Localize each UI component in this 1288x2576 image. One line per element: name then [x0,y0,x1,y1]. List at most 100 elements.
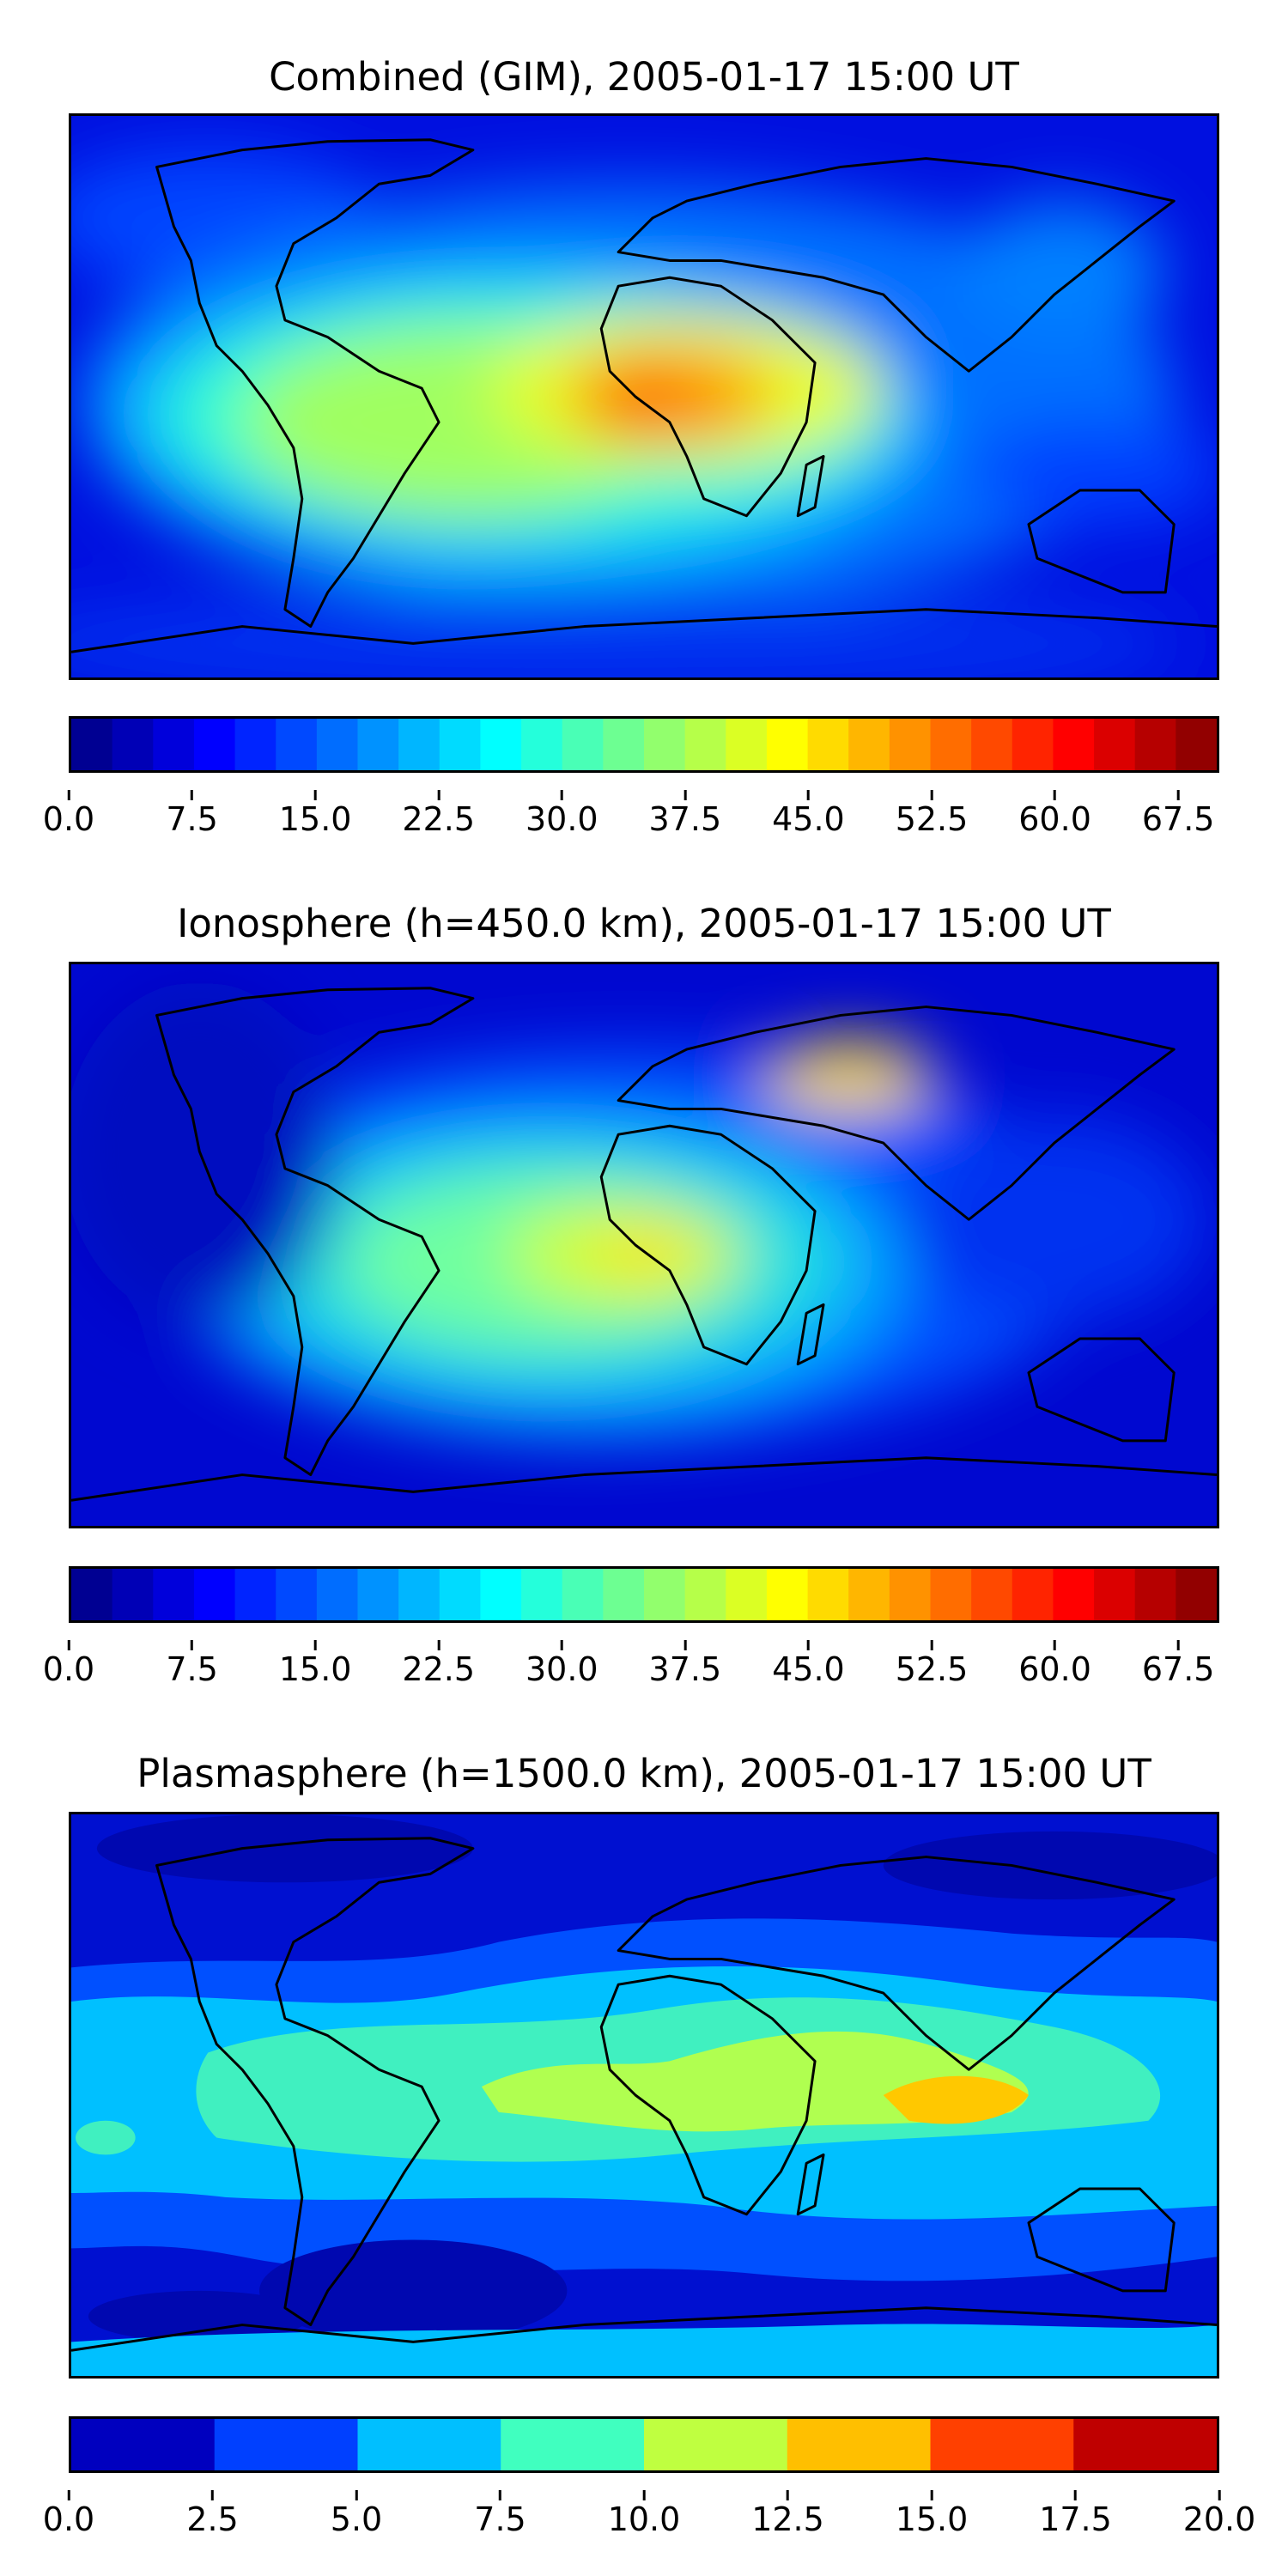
colorbar-ticks-plasmasphere: 0.0 2.5 5.0 7.5 10.0 12.5 15.0 17.5 20.0 [43,2490,1255,2552]
colorbar-tick-label: 67.5 [1141,790,1215,838]
colorbar-level-10 [480,1569,522,1620]
map-combined [69,113,1219,680]
colorbar-level-22 [971,1569,1013,1620]
map-ionosphere [69,962,1219,1528]
colorbar-combined [69,716,1219,773]
colorbar-tick-label: 15.0 [895,2490,969,2538]
colorbar-level-11 [521,1569,563,1620]
colorbar-level-19 [848,719,890,770]
colorbar-level-25 [1094,719,1136,770]
colorbar-tick-label: 52.5 [895,790,969,838]
colorbar-level-24 [1053,719,1095,770]
colorbar-tick-label: 12.5 [751,2490,824,2538]
colorbar-tick-label: 67.5 [1141,1640,1215,1688]
colorbar-level-4 [234,719,276,770]
colorbar-ticks-combined: 0.0 7.5 15.0 22.5 30.0 37.5 45.0 52.5 60.0 67.5 [43,790,1219,852]
colorbar-tick-label: 0.0 [42,790,95,838]
colorbar-level-13 [603,1569,645,1620]
colorbar-level-2 [357,2419,501,2470]
panel-title-ionosphere: Ionosphere (h=450.0 km), 2005-01-17 15:0… [177,901,1111,946]
colorbar-level-10 [480,719,522,770]
colorbar-level-9 [439,1569,482,1620]
colorbar-level-5 [787,2419,932,2470]
colorbar-level-21 [930,1569,972,1620]
colorbar-level-23 [1012,719,1054,770]
colorbar-level-2 [153,1569,195,1620]
colorbar-level-16 [726,719,768,770]
colorbar-level-16 [726,1569,768,1620]
colorbar-level-12 [562,719,604,770]
colorbar-level-7 [357,1569,399,1620]
colorbar-level-1 [112,1569,154,1620]
colorbar-ticks-ionosphere: 0.0 7.5 15.0 22.5 30.0 37.5 45.0 52.5 60.0 67.5 [43,1640,1219,1702]
colorbar-ionosphere [69,1566,1219,1623]
colorbar-level-7 [357,719,399,770]
colorbar-level-6 [316,1569,359,1620]
colorbar-level-27 [1176,1569,1217,1620]
colorbar-tick-label: 10.0 [607,2490,681,2538]
colorbar-level-19 [848,1569,890,1620]
colorbar-level-11 [521,719,563,770]
colorbar-level-5 [276,719,318,770]
colorbar-level-1 [112,719,154,770]
colorbar-level-0 [71,719,113,770]
colorbar-tick-label: 20.0 [1182,2490,1256,2538]
colorbar-level-27 [1176,719,1217,770]
colorbar-level-8 [398,1569,440,1620]
colorbar-level-20 [889,1569,932,1620]
colorbar-level-26 [1134,1569,1176,1620]
panel-title-combined: Combined (GIM), 2005-01-17 15:00 UT [269,54,1019,100]
colorbar-tick-label: 45.0 [772,790,845,838]
panel-title-plasmasphere: Plasmasphere (h=1500.0 km), 2005-01-17 1… [137,1751,1151,1796]
colorbar-tick-label: 52.5 [895,1640,969,1688]
colorbar-tick-label: 37.5 [648,790,722,838]
colorbar-level-22 [971,719,1013,770]
colorbar-level-25 [1094,1569,1136,1620]
colorbar-tick-label: 17.5 [1039,2490,1112,2538]
colorbar-tick-label: 45.0 [772,1640,845,1688]
colorbar-tick-label: 15.0 [278,790,352,838]
colorbar-level-21 [930,719,972,770]
colorbar-level-9 [439,719,482,770]
colorbar-level-20 [889,719,932,770]
colorbar-tick-label: 60.0 [1018,790,1091,838]
colorbar-level-14 [644,719,686,770]
colorbar-level-3 [193,719,236,770]
colorbar-level-2 [153,719,195,770]
colorbar-level-12 [562,1569,604,1620]
colorbar-tick-label: 37.5 [648,1640,722,1688]
colorbar-level-17 [766,1569,809,1620]
colorbar-level-8 [398,719,440,770]
colorbar-level-1 [214,2419,359,2470]
colorbar-tick-label: 7.5 [166,790,218,838]
colorbar-level-23 [1012,1569,1054,1620]
colorbar-level-18 [807,719,849,770]
colorbar-level-0 [71,1569,113,1620]
colorbar-tick-label: 0.0 [42,2490,95,2538]
colorbar-level-26 [1134,719,1176,770]
colorbar-tick-label: 60.0 [1018,1640,1091,1688]
colorbar-level-7 [1073,2419,1217,2470]
colorbar-level-15 [684,719,726,770]
colorbar-level-18 [807,1569,849,1620]
colorbar-tick-label: 2.5 [186,2490,239,2538]
colorbar-level-4 [644,2419,788,2470]
colorbar-level-0 [71,2419,216,2470]
colorbar-tick-label: 5.0 [330,2490,383,2538]
colorbar-level-3 [193,1569,236,1620]
colorbar-tick-label: 7.5 [166,1640,218,1688]
colorbar-tick-label: 22.5 [402,1640,476,1688]
colorbar-level-4 [234,1569,276,1620]
colorbar-tick-label: 7.5 [474,2490,526,2538]
colorbar-tick-label: 30.0 [525,790,598,838]
map-plasmasphere [69,1812,1219,2379]
colorbar-level-15 [684,1569,726,1620]
colorbar-level-6 [930,2419,1074,2470]
colorbar-level-5 [276,1569,318,1620]
colorbar-level-6 [316,719,359,770]
colorbar-level-17 [766,719,809,770]
colorbar-level-3 [501,2419,645,2470]
colorbar-tick-label: 30.0 [525,1640,598,1688]
colorbar-level-14 [644,1569,686,1620]
colorbar-tick-label: 22.5 [402,790,476,838]
